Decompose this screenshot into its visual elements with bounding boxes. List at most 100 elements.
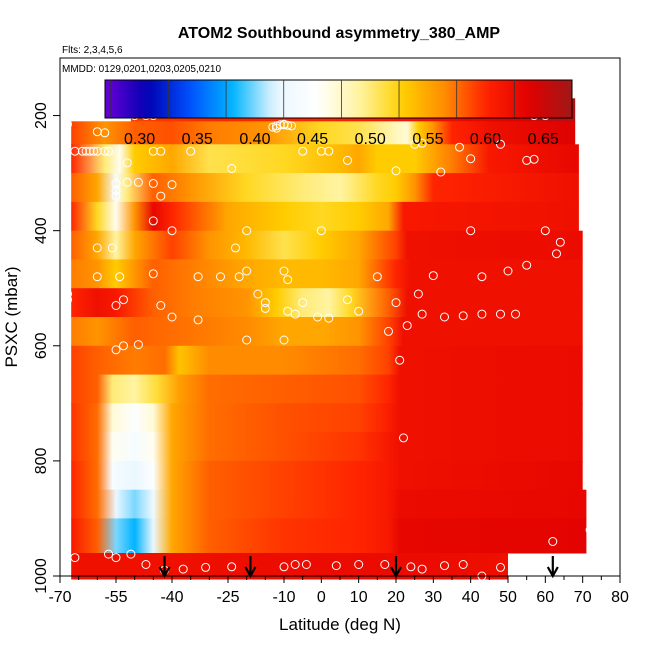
heatmap-band xyxy=(71,345,583,376)
x-tick-label: 50 xyxy=(499,589,517,606)
sample-point xyxy=(279,562,289,572)
heatmap-band xyxy=(71,403,583,433)
sample-point xyxy=(406,562,416,572)
sample-point xyxy=(167,226,177,236)
sample-point xyxy=(193,315,203,325)
sample-point xyxy=(283,120,293,130)
sample-point xyxy=(298,298,308,308)
sample-point xyxy=(92,272,102,282)
sample-point xyxy=(216,272,225,282)
colorbar-tick-label: 0.50 xyxy=(355,131,386,148)
y-axis-label: PSXC (mbar) xyxy=(2,266,21,367)
sample-point xyxy=(63,289,72,299)
sample-point xyxy=(413,289,423,299)
sample-point xyxy=(89,146,99,156)
sample-point xyxy=(477,272,487,282)
sample-point xyxy=(268,122,278,132)
sample-point xyxy=(133,340,143,350)
sample-point xyxy=(279,335,289,345)
sample-point xyxy=(122,177,132,187)
x-tick-label: 60 xyxy=(536,589,554,606)
sample-point xyxy=(324,146,334,156)
sample-point xyxy=(436,167,446,177)
sample-point xyxy=(331,561,341,571)
heatmap-band xyxy=(71,288,583,318)
x-tick-label: 70 xyxy=(574,589,592,606)
heatmap xyxy=(71,98,587,580)
sample-point xyxy=(63,295,72,305)
sample-point xyxy=(167,312,177,322)
sample-point xyxy=(242,335,252,345)
sample-point xyxy=(522,260,532,270)
colorbar-tick-label: 0.60 xyxy=(470,131,501,148)
sample-point xyxy=(458,560,468,569)
sample-point xyxy=(260,298,270,308)
sample-point xyxy=(156,191,166,201)
sample-point xyxy=(440,312,449,322)
colorbar-tick-label: 0.45 xyxy=(297,131,328,148)
sample-point xyxy=(402,321,412,331)
y-tick-label: 200 xyxy=(33,102,50,129)
sample-point xyxy=(384,326,393,336)
sample-point xyxy=(111,345,121,355)
sample-point xyxy=(354,306,364,316)
sample-point xyxy=(141,560,151,569)
flights-label: Flts: 2,3,4,5,6 xyxy=(62,45,123,56)
sample-point xyxy=(156,301,166,310)
sample-point xyxy=(343,155,352,165)
sample-point xyxy=(380,560,390,569)
sample-point xyxy=(417,309,427,319)
sample-point xyxy=(104,146,113,156)
colorbar-gradient xyxy=(104,79,573,119)
colorbar-tick-label: 0.65 xyxy=(528,131,559,148)
heatmap-band xyxy=(71,518,587,554)
sample-point xyxy=(496,139,505,149)
colorbar-tick-label: 0.35 xyxy=(182,131,213,148)
sample-point xyxy=(100,128,110,138)
heatmap-band xyxy=(71,121,576,145)
y-axis: 200 400 600 800 1000 xyxy=(33,102,60,594)
sample-point xyxy=(148,179,158,188)
sample-point xyxy=(529,154,539,164)
sample-point xyxy=(186,146,196,156)
x-tick-label: 40 xyxy=(462,589,480,606)
sample-point xyxy=(316,226,326,236)
x-tick-label: 30 xyxy=(424,589,442,606)
x-tick-label: 0 xyxy=(317,589,326,606)
heatmap-band xyxy=(71,144,579,174)
sample-point xyxy=(156,146,166,156)
sample-point xyxy=(399,433,408,443)
sample-point xyxy=(126,549,136,559)
y-tick-label: 400 xyxy=(33,217,50,244)
sample-point xyxy=(283,306,293,316)
heatmap-band xyxy=(71,230,583,261)
heatmap-band xyxy=(71,173,579,203)
sample-point xyxy=(119,295,128,305)
sample-point xyxy=(417,138,427,148)
sample-point xyxy=(242,226,252,236)
sample-point xyxy=(428,271,438,281)
sample-point xyxy=(466,226,476,236)
sample-point xyxy=(148,269,158,279)
heatmap-band xyxy=(71,553,508,580)
chart-title: ATOM2 Southbound asymmetry_380_AMP xyxy=(178,25,500,42)
sample-point xyxy=(234,272,244,282)
x-axis: -70 -55 -40 -25 -10 0 10 20 30 40 50 60 70 80 xyxy=(48,575,629,606)
sample-point xyxy=(100,146,110,156)
heatmap-band xyxy=(71,259,583,289)
sample-point xyxy=(111,191,121,201)
sample-point xyxy=(585,525,595,535)
sample-point xyxy=(279,266,289,276)
heatmap-band xyxy=(71,432,583,462)
sample-point xyxy=(511,309,520,319)
sample-point xyxy=(111,179,121,188)
sample-point xyxy=(104,549,113,559)
sample-point xyxy=(440,561,449,571)
sample-point xyxy=(231,243,240,253)
sample-point xyxy=(503,266,513,276)
dates-label: MMDD: 0129,0201,0203,0205,0210 xyxy=(62,64,221,75)
x-tick-label: 20 xyxy=(387,589,405,606)
sample-point xyxy=(201,562,211,572)
sample-point xyxy=(92,243,102,253)
